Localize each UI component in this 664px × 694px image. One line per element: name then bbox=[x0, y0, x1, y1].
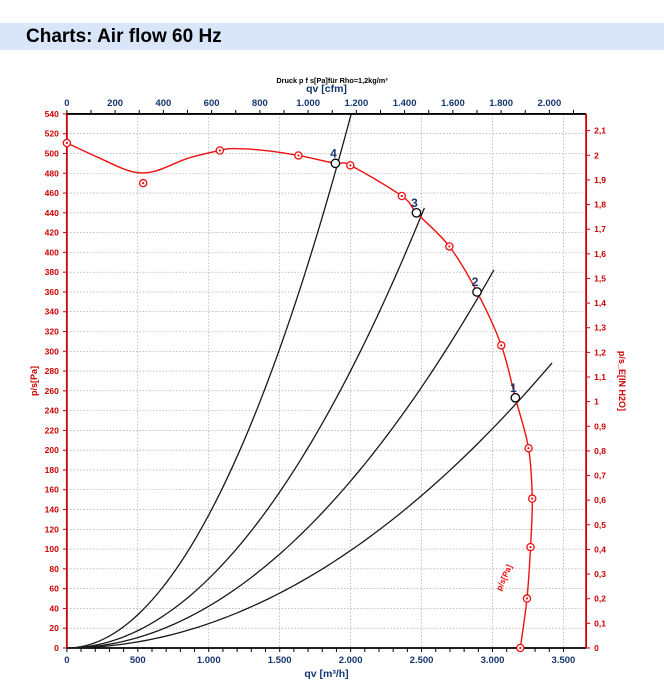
svg-text:0,8: 0,8 bbox=[594, 446, 606, 456]
svg-text:520: 520 bbox=[45, 129, 59, 139]
svg-text:1,1: 1,1 bbox=[594, 372, 606, 382]
svg-text:1.400: 1.400 bbox=[393, 98, 417, 109]
svg-text:600: 600 bbox=[204, 98, 220, 109]
svg-text:1,3: 1,3 bbox=[594, 323, 606, 333]
svg-text:1,8: 1,8 bbox=[594, 200, 606, 210]
svg-text:2.500: 2.500 bbox=[410, 655, 434, 666]
svg-text:2.000: 2.000 bbox=[339, 655, 363, 666]
svg-text:1,9: 1,9 bbox=[594, 175, 606, 185]
svg-text:3.500: 3.500 bbox=[552, 655, 576, 666]
svg-text:60: 60 bbox=[49, 584, 59, 594]
svg-text:qv [m³/h]: qv [m³/h] bbox=[304, 668, 348, 680]
svg-text:160: 160 bbox=[45, 485, 59, 495]
svg-text:0,6: 0,6 bbox=[594, 495, 606, 505]
svg-text:800: 800 bbox=[252, 98, 268, 109]
svg-text:440: 440 bbox=[45, 208, 59, 218]
svg-text:0,5: 0,5 bbox=[594, 520, 606, 530]
svg-text:1.200: 1.200 bbox=[344, 98, 368, 109]
svg-text:460: 460 bbox=[45, 188, 59, 198]
svg-text:400: 400 bbox=[45, 247, 59, 257]
svg-text:200: 200 bbox=[45, 445, 59, 455]
svg-text:1.000: 1.000 bbox=[197, 655, 221, 666]
svg-text:180: 180 bbox=[45, 465, 59, 475]
svg-text:540: 540 bbox=[45, 109, 59, 119]
svg-text:2: 2 bbox=[472, 275, 479, 289]
svg-text:p/s[Pa]: p/s[Pa] bbox=[494, 563, 514, 593]
svg-text:280: 280 bbox=[45, 366, 59, 376]
svg-text:0,3: 0,3 bbox=[594, 569, 606, 579]
svg-text:300: 300 bbox=[45, 346, 59, 356]
svg-text:0,9: 0,9 bbox=[594, 421, 606, 431]
svg-text:380: 380 bbox=[45, 267, 59, 277]
svg-text:240: 240 bbox=[45, 406, 59, 416]
svg-text:360: 360 bbox=[45, 287, 59, 297]
svg-text:140: 140 bbox=[45, 505, 59, 515]
svg-text:1: 1 bbox=[594, 397, 599, 407]
svg-text:420: 420 bbox=[45, 228, 59, 238]
svg-text:1: 1 bbox=[510, 381, 517, 395]
svg-text:1,6: 1,6 bbox=[594, 249, 606, 259]
svg-text:1,5: 1,5 bbox=[594, 273, 606, 283]
svg-text:2.000: 2.000 bbox=[537, 98, 561, 109]
svg-text:0,2: 0,2 bbox=[594, 594, 606, 604]
svg-text:480: 480 bbox=[45, 168, 59, 178]
svg-text:0: 0 bbox=[64, 98, 69, 109]
svg-text:120: 120 bbox=[45, 524, 59, 534]
svg-text:0: 0 bbox=[64, 655, 69, 666]
svg-text:0: 0 bbox=[54, 643, 59, 653]
svg-text:80: 80 bbox=[49, 564, 59, 574]
svg-text:260: 260 bbox=[45, 386, 59, 396]
svg-text:40: 40 bbox=[49, 603, 59, 613]
svg-text:4: 4 bbox=[330, 146, 337, 160]
svg-text:1.500: 1.500 bbox=[268, 655, 292, 666]
svg-text:200: 200 bbox=[107, 98, 123, 109]
svg-text:2: 2 bbox=[594, 150, 599, 160]
svg-text:100: 100 bbox=[45, 544, 59, 554]
svg-text:0,4: 0,4 bbox=[594, 544, 606, 554]
svg-text:3.000: 3.000 bbox=[481, 655, 505, 666]
svg-text:qv [cfm]: qv [cfm] bbox=[306, 83, 347, 95]
svg-text:1,2: 1,2 bbox=[594, 347, 606, 357]
svg-text:0: 0 bbox=[594, 643, 599, 653]
svg-text:1,7: 1,7 bbox=[594, 224, 606, 234]
svg-text:2,1: 2,1 bbox=[594, 126, 606, 136]
svg-text:p/s_E[IN H2O]: p/s_E[IN H2O] bbox=[617, 351, 627, 411]
svg-text:0,7: 0,7 bbox=[594, 471, 606, 481]
svg-text:500: 500 bbox=[130, 655, 146, 666]
svg-text:3: 3 bbox=[411, 196, 418, 210]
svg-text:1,4: 1,4 bbox=[594, 298, 606, 308]
svg-text:p/s[Pa]: p/s[Pa] bbox=[29, 366, 39, 396]
svg-text:340: 340 bbox=[45, 307, 59, 317]
svg-text:0,1: 0,1 bbox=[594, 618, 606, 628]
svg-text:220: 220 bbox=[45, 425, 59, 435]
svg-text:1.600: 1.600 bbox=[441, 98, 465, 109]
svg-text:1.800: 1.800 bbox=[489, 98, 513, 109]
svg-text:400: 400 bbox=[155, 98, 171, 109]
svg-text:500: 500 bbox=[45, 148, 59, 158]
svg-text:20: 20 bbox=[49, 623, 59, 633]
svg-text:320: 320 bbox=[45, 327, 59, 337]
svg-text:1.000: 1.000 bbox=[296, 98, 320, 109]
